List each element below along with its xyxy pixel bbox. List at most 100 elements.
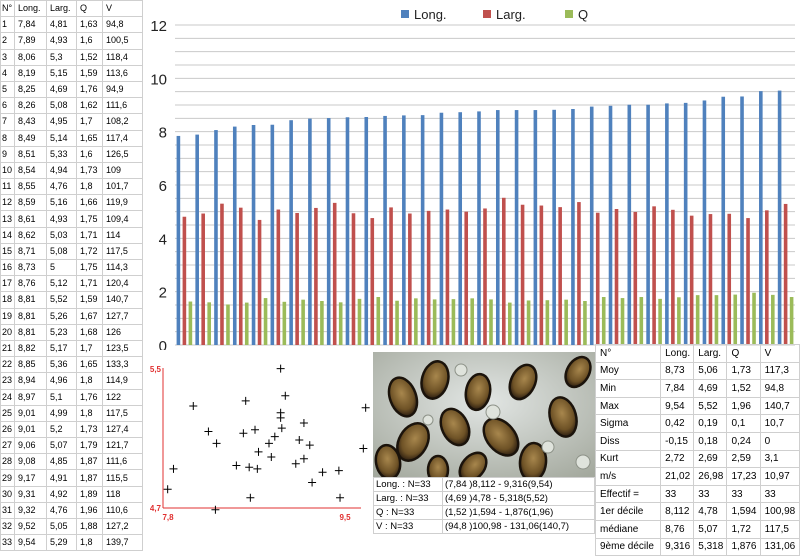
- stats-cell: 1er décile: [594, 502, 662, 521]
- bar-q: [714, 295, 719, 345]
- table-row: 10 8,54 4,94 1,73 109: [0, 161, 143, 180]
- bar-long: [195, 134, 199, 345]
- bar-long: [571, 109, 575, 345]
- table-cell: 3: [0, 48, 15, 66]
- table-row: 18 8,81 5,52 1,59 140,7: [0, 291, 143, 309]
- stats-cell: 26,98: [693, 467, 728, 486]
- legend-swatch: [565, 10, 573, 18]
- bar-q: [357, 298, 362, 345]
- stats-cell: 0,24: [726, 431, 761, 451]
- bar-larg: [182, 216, 187, 345]
- summary-cell: (4,69 )4,78 - 5,318(5,52): [441, 491, 596, 506]
- stats-cell: Min: [594, 379, 662, 398]
- stats-cell: 1,72: [726, 519, 761, 539]
- stats-cell: 4,78: [693, 502, 728, 521]
- bar-q: [507, 302, 512, 345]
- table-cell: 24: [0, 388, 15, 406]
- bar-q: [695, 295, 700, 345]
- y-tick-label: 4: [159, 231, 167, 248]
- table-cell: 9,01: [14, 404, 47, 422]
- table-cell: 5,05: [46, 517, 77, 536]
- table-cell: 10: [0, 161, 15, 180]
- bar-larg: [426, 210, 431, 345]
- table-cell: 9: [0, 145, 15, 163]
- table-cell: 5: [0, 80, 15, 99]
- table-row: 22 8,85 5,36 1,65 133,3: [0, 356, 143, 374]
- y-tick-label: 6: [159, 178, 167, 195]
- table-cell: 5,12: [46, 275, 77, 293]
- table-cell: 139,7: [102, 534, 143, 552]
- stats-cell: 1,73: [726, 361, 761, 381]
- table-cell: 1,68: [76, 323, 103, 341]
- bar-long: [214, 130, 218, 345]
- stats-row: médiane 8,76 5,07 1,72 117,5: [594, 519, 800, 539]
- bar-q: [658, 298, 662, 345]
- bar-long: [665, 103, 669, 346]
- legend-swatch: [401, 10, 409, 18]
- bar-chart: 0 2 4 6 8 10 12 Long. Larg. Q: [150, 7, 795, 350]
- bar-larg: [351, 213, 356, 345]
- table-cell: 4: [0, 64, 15, 82]
- table-row: 6 8,26 5,08 1,62 111,6: [0, 97, 143, 115]
- scatter-point: [299, 419, 308, 427]
- table-cell: 2: [0, 32, 15, 50]
- stats-header-cell: Larg.: [693, 344, 728, 363]
- stats-cell: 2,69: [693, 449, 728, 469]
- table-cell: 1,7: [76, 339, 103, 358]
- table-cell: 27: [0, 437, 15, 455]
- table-row: 27 9,06 5,07 1,79 121,7: [0, 437, 143, 455]
- x-max-label: 9,5: [339, 513, 351, 522]
- bar-long: [308, 118, 312, 345]
- stats-cell: Diss: [594, 431, 662, 451]
- table-cell: 101,7: [102, 178, 143, 196]
- table-cell: 1,89: [76, 485, 103, 503]
- table-cell: 21: [0, 339, 15, 358]
- hyaline-cell: [575, 454, 591, 470]
- stats-cell: 117,3: [759, 361, 800, 381]
- table-cell: 20: [0, 323, 15, 341]
- table-cell: 127,4: [102, 420, 143, 439]
- stats-cell: 131,06: [759, 537, 800, 556]
- table-cell: 1,75: [76, 258, 103, 277]
- table-cell: 118: [102, 485, 143, 503]
- table-cell: 7: [0, 113, 15, 131]
- scatter-point: [295, 436, 304, 444]
- table-cell: 1,65: [76, 129, 103, 147]
- stats-cell: 10,7: [759, 414, 800, 433]
- bar-long: [251, 125, 256, 345]
- scatter-point: [253, 464, 262, 473]
- table-row: 30 9,31 4,92 1,89 118: [0, 485, 143, 503]
- scatter-point: [241, 396, 250, 405]
- table-cell: 11: [0, 178, 15, 196]
- table-cell: 4,81: [46, 16, 77, 34]
- stats-cell: 5,52: [693, 396, 728, 416]
- stats-cell: 3,1: [759, 449, 800, 469]
- stats-cell: 1,594: [726, 502, 761, 521]
- spore-shape: [548, 396, 578, 438]
- bar-larg: [765, 210, 769, 345]
- bar-larg: [746, 218, 750, 345]
- stats-cell: 1,96: [726, 396, 761, 416]
- scatter-point: [254, 447, 263, 456]
- stats-row: Min 7,84 4,69 1,52 94,8: [594, 379, 800, 398]
- table-cell: 109,4: [102, 210, 143, 228]
- scatter-point: [211, 505, 220, 514]
- table-cell: 7,89: [14, 32, 47, 50]
- table-cell: 126,5: [102, 145, 143, 163]
- stats-row: Sigma 0,42 0,19 0,1 10,7: [594, 414, 800, 433]
- table-cell: 8,26: [14, 97, 47, 115]
- table-cell: 4,76: [46, 178, 77, 196]
- scatter-point: [239, 429, 248, 438]
- table-cell: 5,36: [46, 356, 77, 374]
- table-cell: 23: [0, 372, 15, 390]
- table-cell: 1,6: [76, 32, 103, 50]
- bar-larg: [558, 207, 562, 345]
- table-cell: 8,62: [14, 226, 47, 244]
- table-cell: 1,59: [76, 64, 103, 82]
- table-cell: 1,66: [76, 194, 103, 212]
- stats-cell: 1,52: [726, 379, 761, 398]
- summary-cell: (7,84 )8,112 - 9,316(9,54): [441, 477, 596, 492]
- table-cell: 127,7: [102, 307, 143, 325]
- scatter-point: [361, 403, 370, 412]
- bar-q: [677, 297, 681, 345]
